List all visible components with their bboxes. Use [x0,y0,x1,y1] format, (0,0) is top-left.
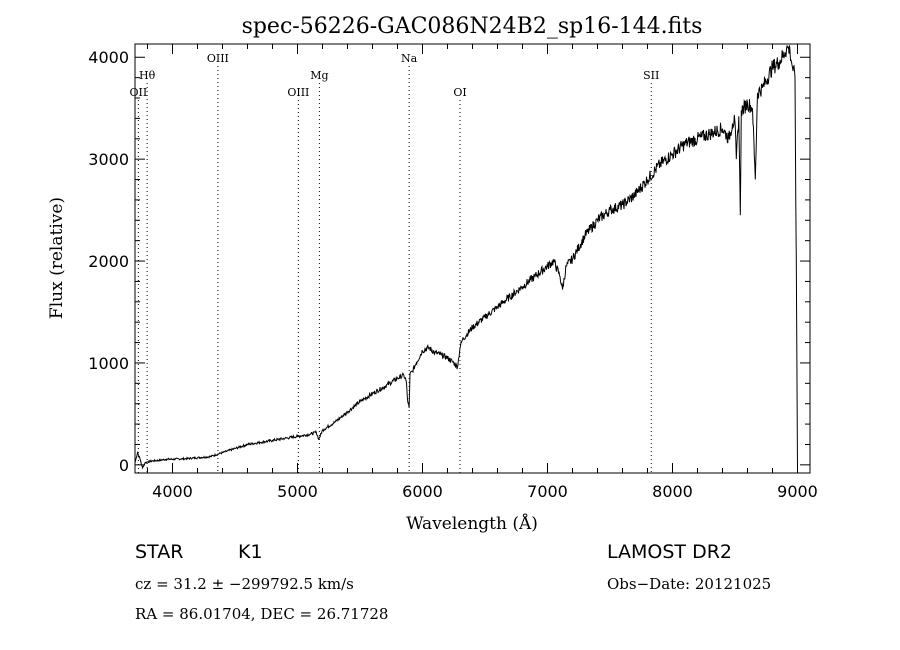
emission-line-label: Mg [310,69,328,82]
y-tick-label: 3000 [88,150,129,169]
y-tick-label: 2000 [88,252,129,271]
y-axis: 0 1000 2000 3000 4000 [88,48,810,475]
x-tick-label: 8000 [652,482,693,501]
emission-line-label: OII [130,86,148,99]
x-tick-label: 6000 [402,482,443,501]
x-tick-label: 7000 [527,482,568,501]
object-class: STAR [135,541,183,563]
x-axis-label: Wavelength (Å) [406,513,538,534]
object-subclass: K1 [238,541,263,563]
redshift-readout: cz = 31.2 ± −299792.5 km/s [135,575,354,593]
x-tick-label: 9000 [777,482,818,501]
emission-line-label: OI [453,86,466,99]
emission-line-label: OIII [207,52,229,65]
y-tick-label: 0 [119,456,129,475]
observation-date: Obs−Date: 20121025 [607,575,771,593]
survey-name: LAMOST DR2 [607,541,732,563]
emission-line-label: Hθ [139,69,156,82]
y-tick-label: 1000 [88,354,129,373]
x-tick-label: 5000 [277,482,318,501]
chart-title: spec-56226-GAC086N24B2_sp16-144.fits [242,14,703,39]
plot-frame [134,43,811,474]
emission-line-label: Na [401,52,418,65]
emission-line-label: OIII [287,86,309,99]
y-axis-label: Flux (relative) [47,197,67,319]
x-tick-label: 4000 [152,482,193,501]
spectrum-line [134,45,798,470]
emission-line-label: SII [643,69,659,82]
coordinates-readout: RA = 86.01704, DEC = 26.71728 [135,605,388,623]
y-tick-label: 4000 [88,48,129,67]
x-axis: 4000 5000 6000 7000 8000 9000 [147,44,818,501]
